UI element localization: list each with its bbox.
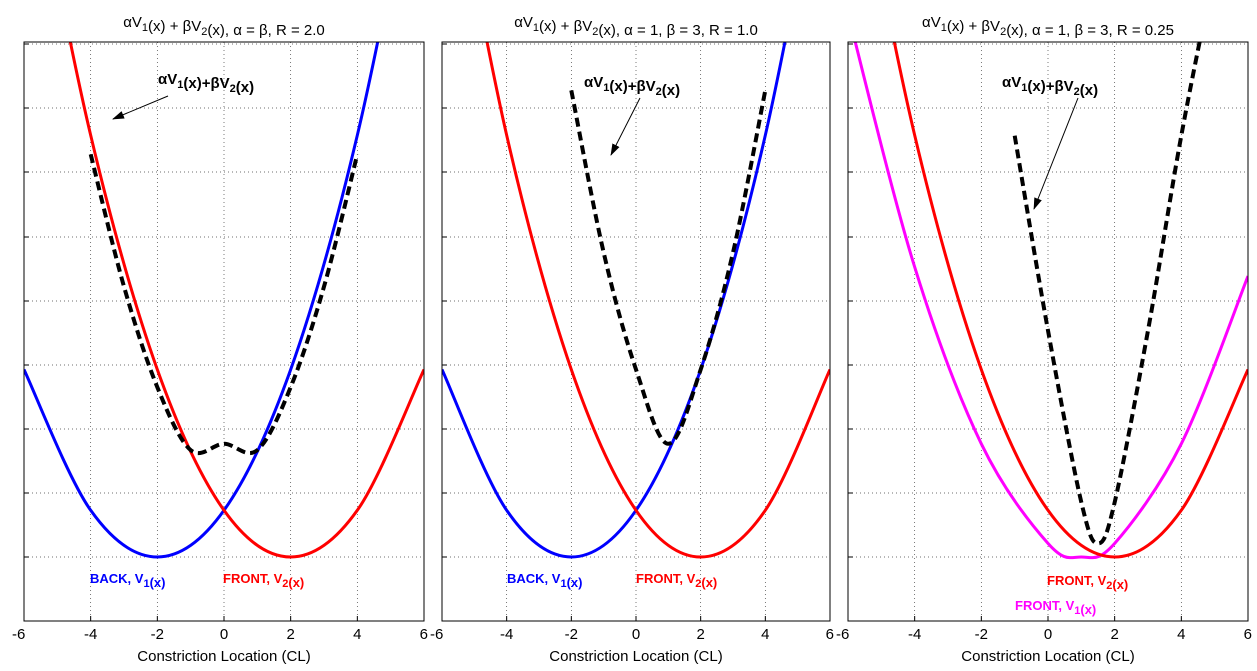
x-tick-label: 0 [632, 626, 640, 643]
x-tick-label: 4 [1177, 626, 1185, 643]
annotation-arrow [112, 95, 169, 120]
x-tick-label: -2 [975, 626, 988, 643]
annotation-arrow [610, 97, 641, 156]
chart-panel-3: -6 -4 -2 0 2 4 6 Constriction Location (CL) αV1(… [836, 14, 1252, 665]
x-tick-label: 4 [761, 626, 769, 643]
series-line-2 [485, 42, 830, 559]
x-tick-label: 0 [220, 626, 228, 643]
curve-label-2: FRONT, V1(x) [1015, 598, 1096, 617]
chart-title: αV1(x) + βV2(x), α = β, R = 2.0 [123, 14, 325, 39]
chart-title: αV1(x) + βV2(x), α = 1, β = 3, R = 0.25 [922, 14, 1174, 39]
annotation-arrow [1033, 97, 1079, 210]
x-axis-label: Constriction Location (CL) [137, 648, 310, 665]
curve-label-1: FRONT, V2(x) [1047, 573, 1128, 592]
series-group [24, 42, 424, 559]
x-tick-label: 6 [826, 626, 834, 643]
series-line-1 [853, 42, 1248, 560]
sum-annotation: αV1(x)+βV2(x) [584, 74, 680, 99]
chart-title: αV1(x) + βV2(x), α = 1, β = 3, R = 1.0 [514, 14, 758, 39]
x-tick-label: -2 [565, 626, 578, 643]
x-tick-label: -2 [151, 626, 164, 643]
series-group [442, 42, 830, 559]
curve-label-1: BACK, V1(x) [90, 571, 165, 590]
x-tick-label: 6 [1244, 626, 1252, 643]
series-line-3 [569, 90, 768, 446]
x-tick-label: -4 [500, 626, 513, 643]
x-tick-label: -4 [908, 626, 921, 643]
sum-annotation: αV1(x)+βV2(x) [1002, 74, 1098, 99]
x-tick-label: -6 [836, 626, 849, 643]
x-tick-label: 2 [286, 626, 294, 643]
x-axis-label: Constriction Location (CL) [549, 648, 722, 665]
chart-panel-1: -6 -4 -2 0 2 4 6 Constriction Location (CL) αV1(… [12, 14, 428, 665]
curve-label-1: BACK, V1(x) [507, 571, 582, 590]
series-group [853, 42, 1248, 560]
curve-label-2: FRONT, V2(x) [636, 571, 717, 590]
x-axis-label: Constriction Location (CL) [961, 648, 1134, 665]
x-tick-label: 0 [1044, 626, 1052, 643]
series-line-2 [892, 42, 1248, 559]
curve-label-2: FRONT, V2(x) [223, 571, 304, 590]
series-line-3 [1012, 42, 1202, 546]
sum-annotation: αV1(x)+βV2(x) [158, 71, 254, 96]
x-tick-label: 2 [696, 626, 704, 643]
x-tick-label: -6 [430, 626, 443, 643]
chart-panel-2: -6 -4 -2 0 2 4 6 Constriction Location (CL) αV1(… [430, 14, 834, 665]
x-tick-label: -6 [12, 626, 25, 643]
x-tick-label: -4 [84, 626, 97, 643]
series-line-3 [88, 153, 360, 456]
x-tick-label: 4 [353, 626, 361, 643]
x-tick-label: 6 [420, 626, 428, 643]
series-line-1 [442, 42, 787, 559]
x-tick-label: 2 [1110, 626, 1118, 643]
